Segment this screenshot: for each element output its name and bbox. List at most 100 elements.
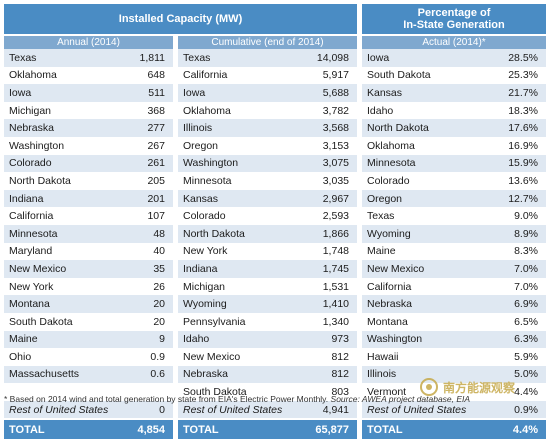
percentage-state: North Dakota	[367, 122, 429, 135]
cumulative-state: Kansas	[183, 192, 219, 205]
annual-state: Texas	[9, 51, 37, 64]
percentage-state: Washington	[367, 333, 423, 346]
cumulative-row: Oregon 3,153	[178, 136, 357, 155]
annual-row: New York 26	[4, 277, 173, 296]
annual-value: 48	[153, 227, 165, 240]
annual-value: 261	[147, 157, 165, 170]
cumulative-state: Wyoming	[183, 298, 227, 311]
percentage-subheaders: Actual (2014)*	[362, 36, 546, 49]
percentage-state: Vermont	[367, 386, 407, 399]
annual-row: Texas 1,811	[4, 49, 173, 67]
cumulative-state: Idaho	[183, 333, 210, 346]
cumulative-row: Indiana 1,745	[178, 260, 357, 278]
footnote: * Based on 2014 wind and total generatio…	[4, 394, 470, 404]
annual-state: Iowa	[9, 86, 32, 99]
annual-row: Oklahoma 648	[4, 66, 173, 85]
cumulative-row: Michigan 1,531	[178, 277, 357, 296]
wechat-logo-icon	[420, 378, 438, 396]
annual-state: North Dakota	[9, 174, 71, 187]
percentage-title-line2: In-State Generation	[403, 19, 505, 31]
percentage-value: 0.9%	[514, 403, 538, 416]
footnote-source: Source: AWEA project database, EIA	[330, 394, 471, 404]
cumulative-value: 3,782	[322, 104, 349, 117]
cumulative-row: South Dakota 803	[178, 383, 357, 401]
annual-value: 40	[153, 245, 165, 258]
percentage-state: Maine	[367, 245, 396, 258]
cumulative-state: Colorado	[183, 210, 226, 223]
cumulative-value: 3,075	[322, 157, 349, 170]
percentage-state: South Dakota	[367, 69, 431, 82]
annual-value: 20	[153, 298, 165, 311]
annual-state: New York	[9, 280, 54, 293]
percentage-row: New Mexico 7.0%	[362, 260, 546, 278]
annual-row: Indiana 201	[4, 189, 173, 208]
percentage-row: Nebraska 6.9%	[362, 295, 546, 313]
cumulative-row: Wyoming 1,410	[178, 295, 357, 313]
capacity-subheaders: Annual (2014) Cumulative (end of 2014)	[4, 36, 357, 49]
cumulative-value: 3,568	[322, 122, 349, 135]
percentage-state: New Mexico	[367, 262, 425, 275]
annual-row: Nebraska 277	[4, 119, 173, 137]
percentage-value: 18.3%	[508, 104, 538, 117]
percentage-total-row: TOTAL 4.4%	[362, 420, 546, 439]
percentage-value: 8.3%	[514, 245, 538, 258]
cumulative-state: Pennsylvania	[183, 315, 246, 328]
actual-header: Actual (2014)*	[362, 36, 546, 49]
cumulative-value: 1,340	[322, 315, 349, 328]
percentage-row: Texas 9.0%	[362, 207, 546, 225]
annual-state: Michigan	[9, 104, 52, 117]
cumulative-total-row: TOTAL 65,877	[178, 420, 357, 439]
percentage-row: Minnesota 15.9%	[362, 154, 546, 173]
annual-value: 205	[147, 174, 165, 187]
cumulative-row: North Dakota 1,866	[178, 224, 357, 243]
cumulative-row: Iowa 5,688	[178, 84, 357, 102]
annual-state: Colorado	[9, 157, 52, 170]
cumulative-row: Oklahoma 3,782	[178, 101, 357, 120]
annual-state: Minnesota	[9, 227, 58, 240]
annual-state: South Dakota	[9, 315, 73, 328]
cumulative-column: Texas 14,098 California 5,917 Iowa 5,688 Oklah…	[178, 49, 357, 439]
annual-state: Maine	[9, 333, 38, 346]
percentage-value: 6.9%	[514, 298, 538, 311]
annual-state: Ohio	[9, 350, 32, 363]
percentage-value: 21.7%	[508, 86, 538, 99]
annual-state: Nebraska	[9, 122, 54, 135]
annual-row: Michigan 368	[4, 101, 173, 120]
percentage-row: Oklahoma 16.9%	[362, 136, 546, 155]
percentage-value: 17.6%	[508, 122, 538, 135]
cumulative-value: 5,917	[322, 69, 349, 82]
percentage-total-value: 4.4%	[512, 423, 538, 436]
cumulative-row: Idaho 973	[178, 330, 357, 349]
footnote-text: * Based on 2014 wind and total generatio…	[4, 394, 331, 404]
cumulative-row: Colorado 2,593	[178, 207, 357, 225]
percentage-row: Montana 6.5%	[362, 312, 546, 331]
cumulative-state: Iowa	[183, 86, 206, 99]
cumulative-row: New Mexico 812	[178, 348, 357, 366]
percentage-state: Minnesota	[367, 157, 416, 170]
annual-value: 20	[153, 315, 165, 328]
annual-total-row: TOTAL 4,854	[4, 420, 173, 439]
percentage-state: Rest of United States	[367, 403, 467, 416]
percentage-row: Kansas 21.7%	[362, 84, 546, 102]
percentage-row: North Dakota 17.6%	[362, 119, 546, 137]
percentage-value: 8.9%	[514, 227, 538, 240]
annual-row: Minnesota 48	[4, 224, 173, 243]
annual-value: 0.6	[150, 368, 165, 381]
percentage-state: Texas	[367, 210, 395, 223]
percentage-value: 13.6%	[508, 174, 538, 187]
percentage-state: Nebraska	[367, 298, 412, 311]
cumulative-value: 803	[331, 386, 349, 399]
annual-state: Rest of United States	[9, 403, 109, 416]
annual-total-label: TOTAL	[9, 423, 45, 436]
cumulative-row: Illinois 3,568	[178, 119, 357, 137]
cumulative-state: Indiana	[183, 262, 218, 275]
annual-state: California	[9, 210, 54, 223]
cumulative-value: 4,941	[322, 403, 349, 416]
percentage-value: 5.0%	[514, 368, 538, 381]
percentage-state: Illinois	[367, 368, 397, 381]
percentage-state: Hawaii	[367, 350, 399, 363]
cumulative-state: Oregon	[183, 139, 219, 152]
cumulative-value: 1,745	[322, 262, 349, 275]
percentage-row: Oregon 12.7%	[362, 189, 546, 208]
annual-row: Washington 267	[4, 136, 173, 155]
